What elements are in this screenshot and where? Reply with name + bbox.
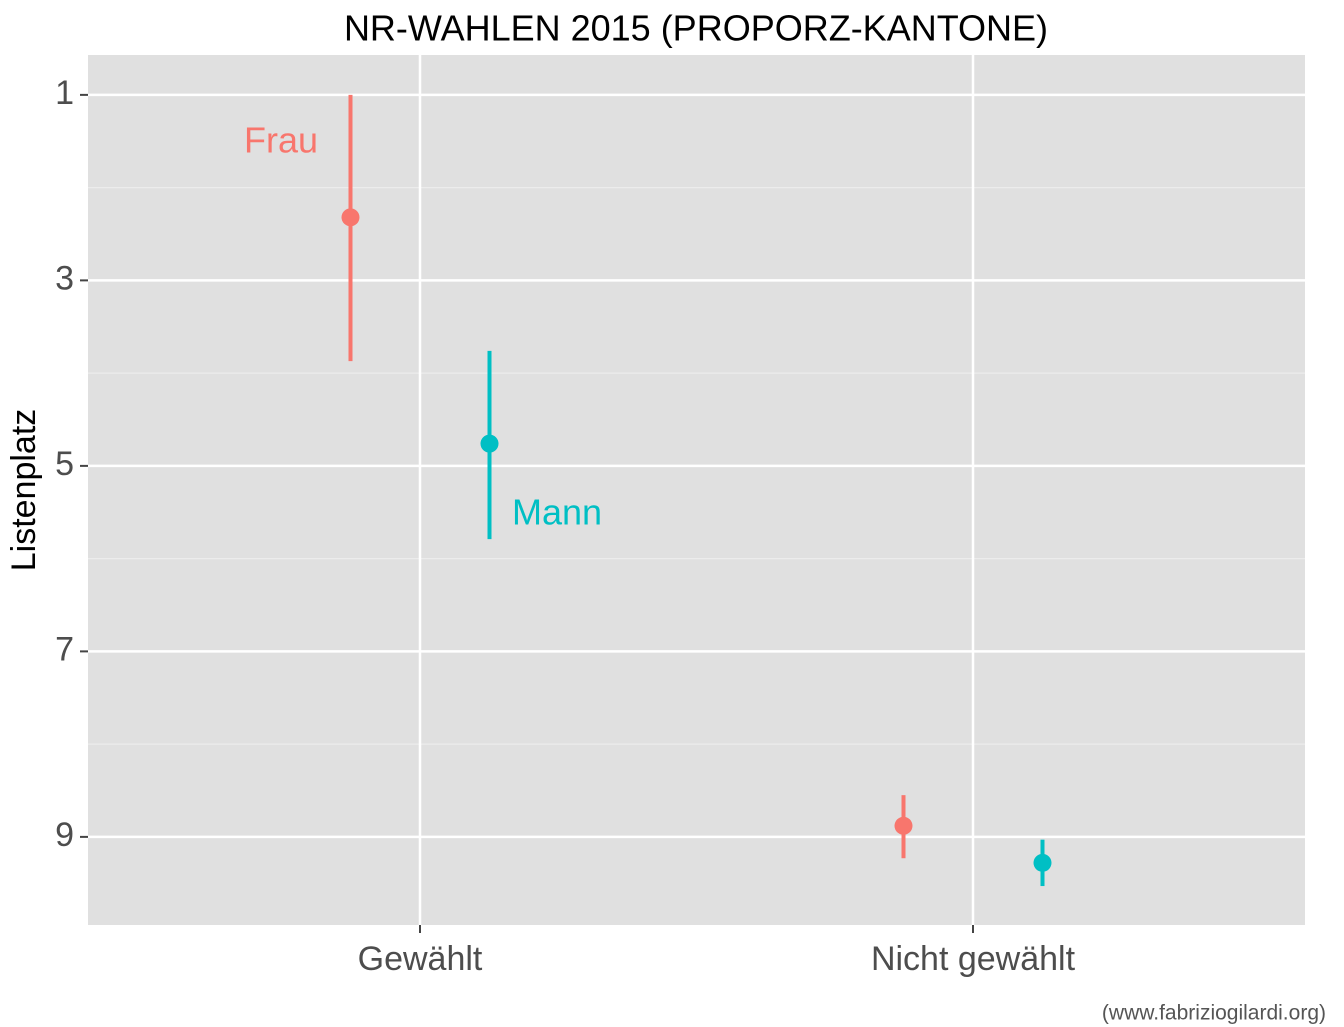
x-tick-label: Gewählt [358, 940, 483, 978]
point [1033, 853, 1052, 872]
y-tick-label: 3 [55, 259, 74, 297]
chart-title: NR-WAHLEN 2015 (PROPORZ-KANTONE) [344, 8, 1048, 49]
x-tick-label: Nicht gewählt [871, 940, 1076, 978]
y-tick-label: 5 [55, 445, 74, 483]
panel [88, 55, 1305, 925]
point [894, 816, 913, 835]
y-tick-label: 9 [55, 816, 74, 854]
y-axis-label: Listenplatz [5, 409, 43, 572]
y-tick-label: 1 [55, 74, 74, 112]
series-label: Frau [244, 120, 318, 161]
y-tick-label: 7 [55, 630, 74, 668]
series-label: Mann [512, 492, 602, 533]
point [480, 434, 499, 453]
point [341, 208, 360, 227]
caption: (www.fabriziogilardi.org) [1102, 1002, 1326, 1025]
